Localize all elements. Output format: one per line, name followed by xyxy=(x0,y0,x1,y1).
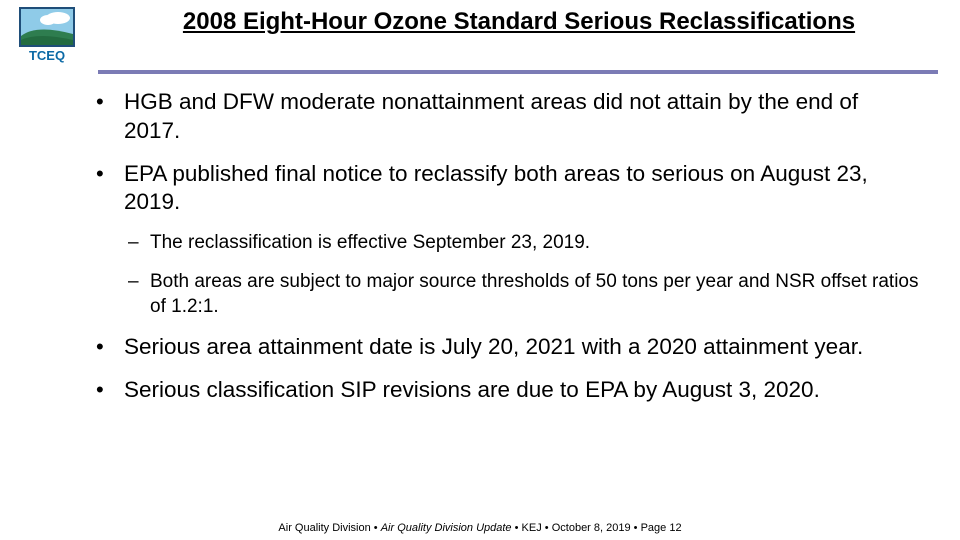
slide-footer: Air Quality Division • Air Quality Divis… xyxy=(0,522,960,534)
bullet-text: Serious classification SIP revisions are… xyxy=(124,377,820,402)
footer-date: October 8, 2019 xyxy=(552,522,631,534)
footer-sep: • xyxy=(545,522,552,534)
bullet-item: EPA published final notice to reclassify… xyxy=(90,160,920,320)
sub-bullet-item: The reclassification is effective Septem… xyxy=(124,231,920,256)
footer-author: KEJ xyxy=(522,522,542,534)
bullet-text: Serious area attainment date is July 20,… xyxy=(124,334,863,359)
slide-title: 2008 Eight-Hour Ozone Standard Serious R… xyxy=(96,6,942,37)
footer-doc: Air Quality Division Update xyxy=(381,522,512,534)
footer-sep: • xyxy=(634,522,641,534)
bullet-list: HGB and DFW moderate nonattainment areas… xyxy=(90,88,920,405)
sub-bullet-item: Both areas are subject to major source t… xyxy=(124,270,920,319)
svg-text:TCEQ: TCEQ xyxy=(29,48,65,63)
footer-sep: • xyxy=(515,522,522,534)
slide-header: TCEQ 2008 Eight-Hour Ozone Standard Seri… xyxy=(0,0,960,64)
sub-bullet-list: The reclassification is effective Septem… xyxy=(124,231,920,319)
bullet-item: Serious area attainment date is July 20,… xyxy=(90,333,920,362)
bullet-text: HGB and DFW moderate nonattainment areas… xyxy=(124,89,858,143)
bullet-item: HGB and DFW moderate nonattainment areas… xyxy=(90,88,920,146)
footer-sep: • xyxy=(374,522,381,534)
bullet-text: EPA published final notice to reclassify… xyxy=(124,161,868,215)
footer-page: Page 12 xyxy=(641,522,682,534)
footer-division: Air Quality Division xyxy=(278,522,370,534)
bullet-item: Serious classification SIP revisions are… xyxy=(90,376,920,405)
tceq-logo: TCEQ xyxy=(18,6,76,64)
slide-body: HGB and DFW moderate nonattainment areas… xyxy=(0,74,960,405)
slide: TCEQ 2008 Eight-Hour Ozone Standard Seri… xyxy=(0,0,960,540)
